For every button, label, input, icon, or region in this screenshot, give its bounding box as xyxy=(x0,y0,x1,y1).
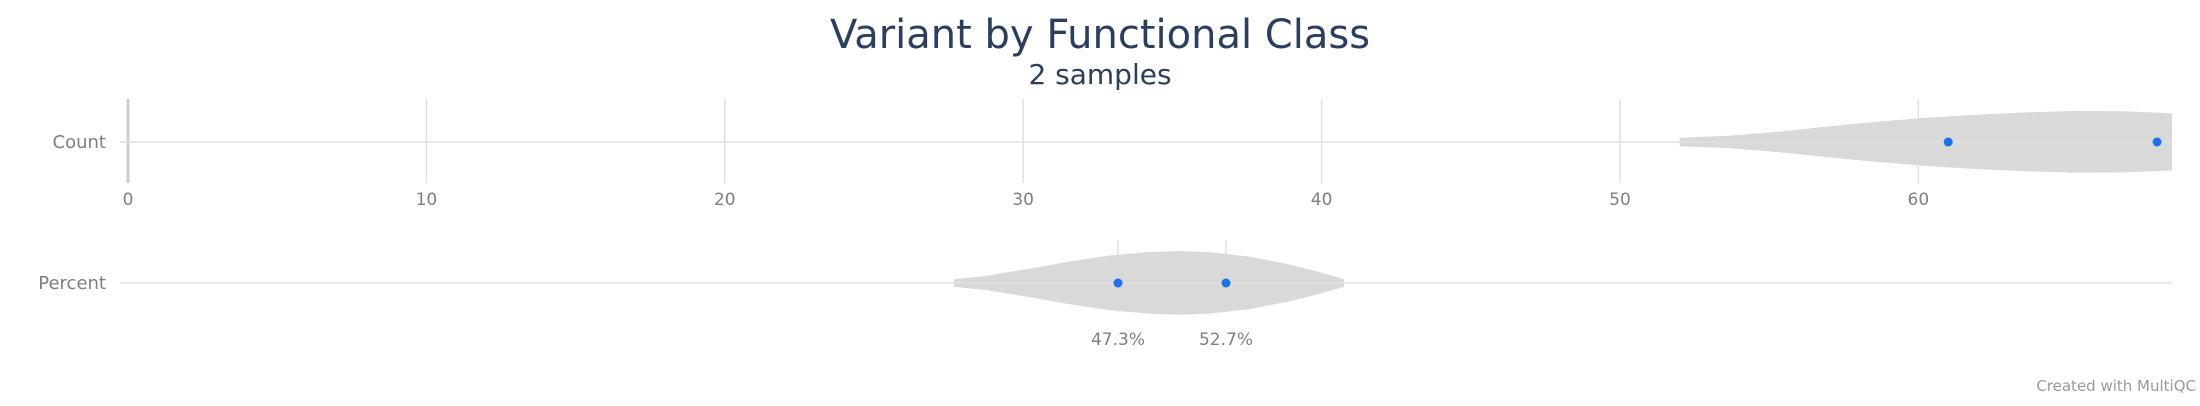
row-label: Count xyxy=(53,132,106,153)
chart-subtitle: 2 samples xyxy=(1028,58,1171,91)
data-point xyxy=(1113,278,1123,288)
tick-label: 52.7% xyxy=(1199,330,1253,350)
chart-title: Variant by Functional Class xyxy=(830,12,1370,58)
tick-label: 10 xyxy=(416,190,438,210)
tick-label: 30 xyxy=(1012,190,1034,210)
plot-area: 0 10 20 30 40 50 60 Count 47.3% 52.7% Percent xyxy=(38,99,2172,350)
tick-label: 60 xyxy=(1908,190,1930,210)
row-label: Percent xyxy=(38,273,106,294)
data-point xyxy=(1221,278,1231,288)
panel-count: 0 10 20 30 40 50 60 Count xyxy=(53,99,2172,210)
tick-label: 20 xyxy=(714,190,736,210)
tick-label: 47.3% xyxy=(1091,330,1145,350)
data-point xyxy=(1943,137,1953,147)
data-point xyxy=(2152,137,2162,147)
tick-label: 0 xyxy=(123,190,134,210)
tick-label: 40 xyxy=(1311,190,1333,210)
credit-text: Created with MultiQC xyxy=(2036,377,2196,395)
panel-percent: 47.3% 52.7% Percent xyxy=(38,240,2172,350)
tick-label: 50 xyxy=(1609,190,1631,210)
